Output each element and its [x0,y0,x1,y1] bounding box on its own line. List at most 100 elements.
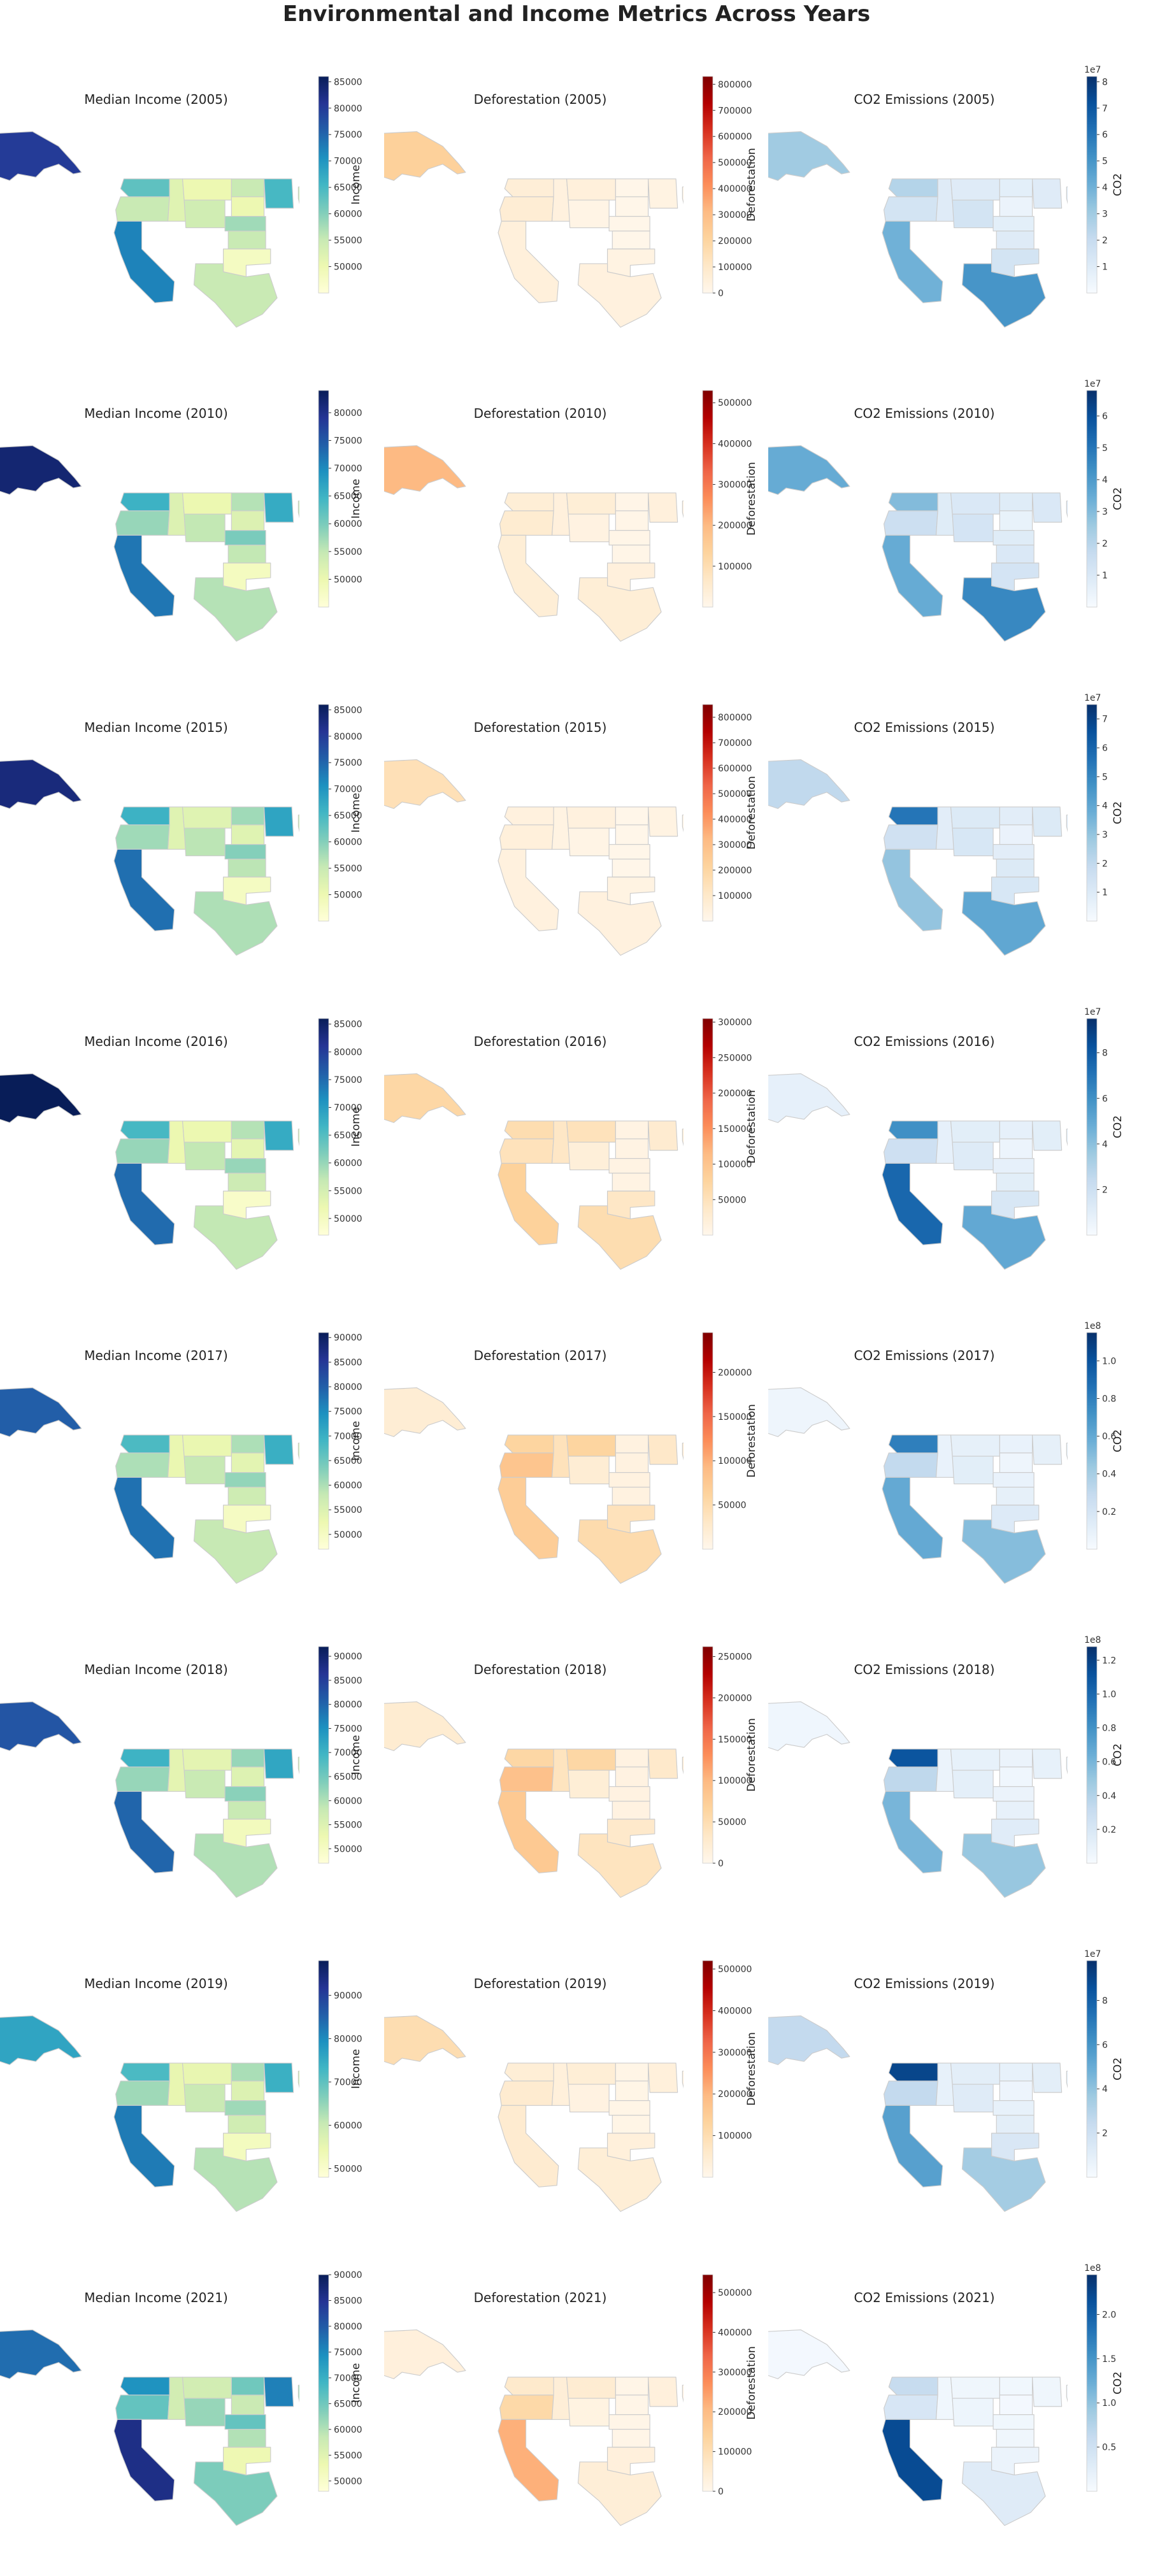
state-sd [615,2394,649,2415]
colorbar-gradient [702,1018,713,1236]
state-wa [120,1120,170,1140]
colorbar-label: CO2 [1112,2057,1124,2080]
state-ak [384,2329,466,2379]
colorbar-tick-label: 2 [1102,539,1108,549]
choropleth-grid: Median Income (2005) 50000 55000 60000 65000… [0,65,1152,2526]
state-ak [0,131,82,181]
state-ks [612,1173,650,1192]
colorbar-tick-label: 90000 [334,1333,362,1343]
colorbar-tick-label: 100000 [718,891,752,901]
state-tx [577,1519,662,1584]
state-tx [961,1833,1046,1898]
state-nd [615,2377,649,2396]
colorbar-tick-label: 6 [1102,743,1108,754]
colorbar-tick-label: 100000 [718,262,752,273]
state-mi [1066,500,1068,519]
state-ok [991,877,1040,905]
colorbar-tick-label: 55000 [334,1505,362,1515]
state-wy [952,1141,994,1171]
colorbar-tick-label: 300000 [718,480,752,490]
panel-co2-2015: CO2 Emissions (2015) 1 2 3 4 5 6 7 1e7 CO2 [768,692,1152,1006]
state-mt [950,2377,1000,2399]
state-ks [996,2429,1035,2448]
colorbar-label: Deforestation [745,2346,758,2420]
panel-income-2021: Median Income (2021) 50000 55000 60000 65000… [0,2262,384,2576]
colorbar-tick-label: 600000 [718,132,752,142]
colorbar-tick-label: 300000 [718,1018,752,1028]
state-mn [263,178,294,209]
state-wy [952,2084,994,2113]
colorbar-offset-label: 1e8 [1084,1321,1101,1331]
state-ne [992,1472,1035,1488]
colorbar-tick-label: 75000 [334,130,362,140]
colorbar-tick-label: 200000 [718,1693,752,1703]
choropleth-map [0,2329,299,2526]
panel-income-2015: Median Income (2015) 50000 55000 60000 65000… [0,692,384,1006]
state-ne [992,844,1035,860]
panel-title: Median Income (2018) [84,1662,228,1677]
colorbar-tick-label: 1 [1102,888,1108,898]
colorbar-tick-label: 200000 [718,1089,752,1099]
state-wy [568,827,610,857]
colorbar-tick-label: 65000 [334,1456,362,1466]
state-mt [950,1749,1000,1771]
colorbar-tick-label: 0 [718,289,724,299]
colorbar-label: CO2 [1112,1743,1124,1766]
state-wa [120,2063,170,2082]
state-sd [999,196,1033,217]
colorbar-gradient [702,704,713,922]
state-tx [961,577,1046,642]
state-ks [996,859,1035,878]
state-wa [504,2377,554,2396]
state-nd [231,492,265,512]
state-id [935,1120,955,1164]
state-ak [768,445,850,495]
state-mn [1031,178,1063,209]
state-nd [999,1435,1033,1454]
state-sd [231,1766,265,1787]
state-ks [227,859,266,878]
state-ne [608,2414,650,2430]
colorbar-tick-label: 0.4 [1102,1470,1116,1480]
colorbar-tick-label: 75000 [334,758,362,768]
state-tx [961,1205,1046,1270]
state-or [115,196,170,222]
panel-title: Deforestation (2017) [473,1348,607,1363]
colorbar-tick-label: 1.0 [1102,1689,1116,1699]
colorbar: 0 100000 200000 300000 400000 500000 600000 700… [702,76,758,299]
colorbar: 1 2 3 4 5 6 1e7 CO2 [1084,379,1124,608]
choropleth-map [768,1387,1068,1584]
state-ak [384,1387,466,1437]
state-wy [183,2084,226,2113]
state-mn [263,492,294,523]
colorbar-tick-label: 50000 [718,1501,747,1511]
state-ak [0,759,82,809]
state-tx [961,1519,1046,1584]
state-mi [1066,814,1068,833]
choropleth-map [0,1387,299,1584]
state-nd [999,1749,1033,1768]
state-mi [682,186,684,204]
colorbar-tick-label: 7 [1102,715,1108,725]
state-sd [999,1452,1033,1473]
panel-title: Median Income (2015) [84,720,228,735]
state-wa [888,806,938,826]
panel-title: Median Income (2019) [84,1976,228,1991]
choropleth-map [0,759,299,956]
choropleth-map [384,1387,684,1584]
state-tx [577,577,662,642]
colorbar: 50000 55000 60000 65000 70000 75000 80000 Incom… [318,390,362,608]
colorbar-gradient [702,1332,713,1550]
state-wa [888,1435,938,1454]
colorbar-tick-label: 800000 [718,713,752,723]
state-mn [647,2377,678,2407]
state-ca [882,1791,943,1873]
colorbar-tick-label: 60000 [334,838,362,848]
colorbar-offset-label: 1e8 [1084,2263,1101,2273]
state-ak [768,1073,850,1123]
colorbar-gradient [318,2274,329,2492]
colorbar-tick-label: 60000 [334,210,362,220]
state-mi [297,2384,299,2403]
state-ok [991,2133,1040,2161]
colorbar-tick-label: 70000 [334,1103,362,1113]
